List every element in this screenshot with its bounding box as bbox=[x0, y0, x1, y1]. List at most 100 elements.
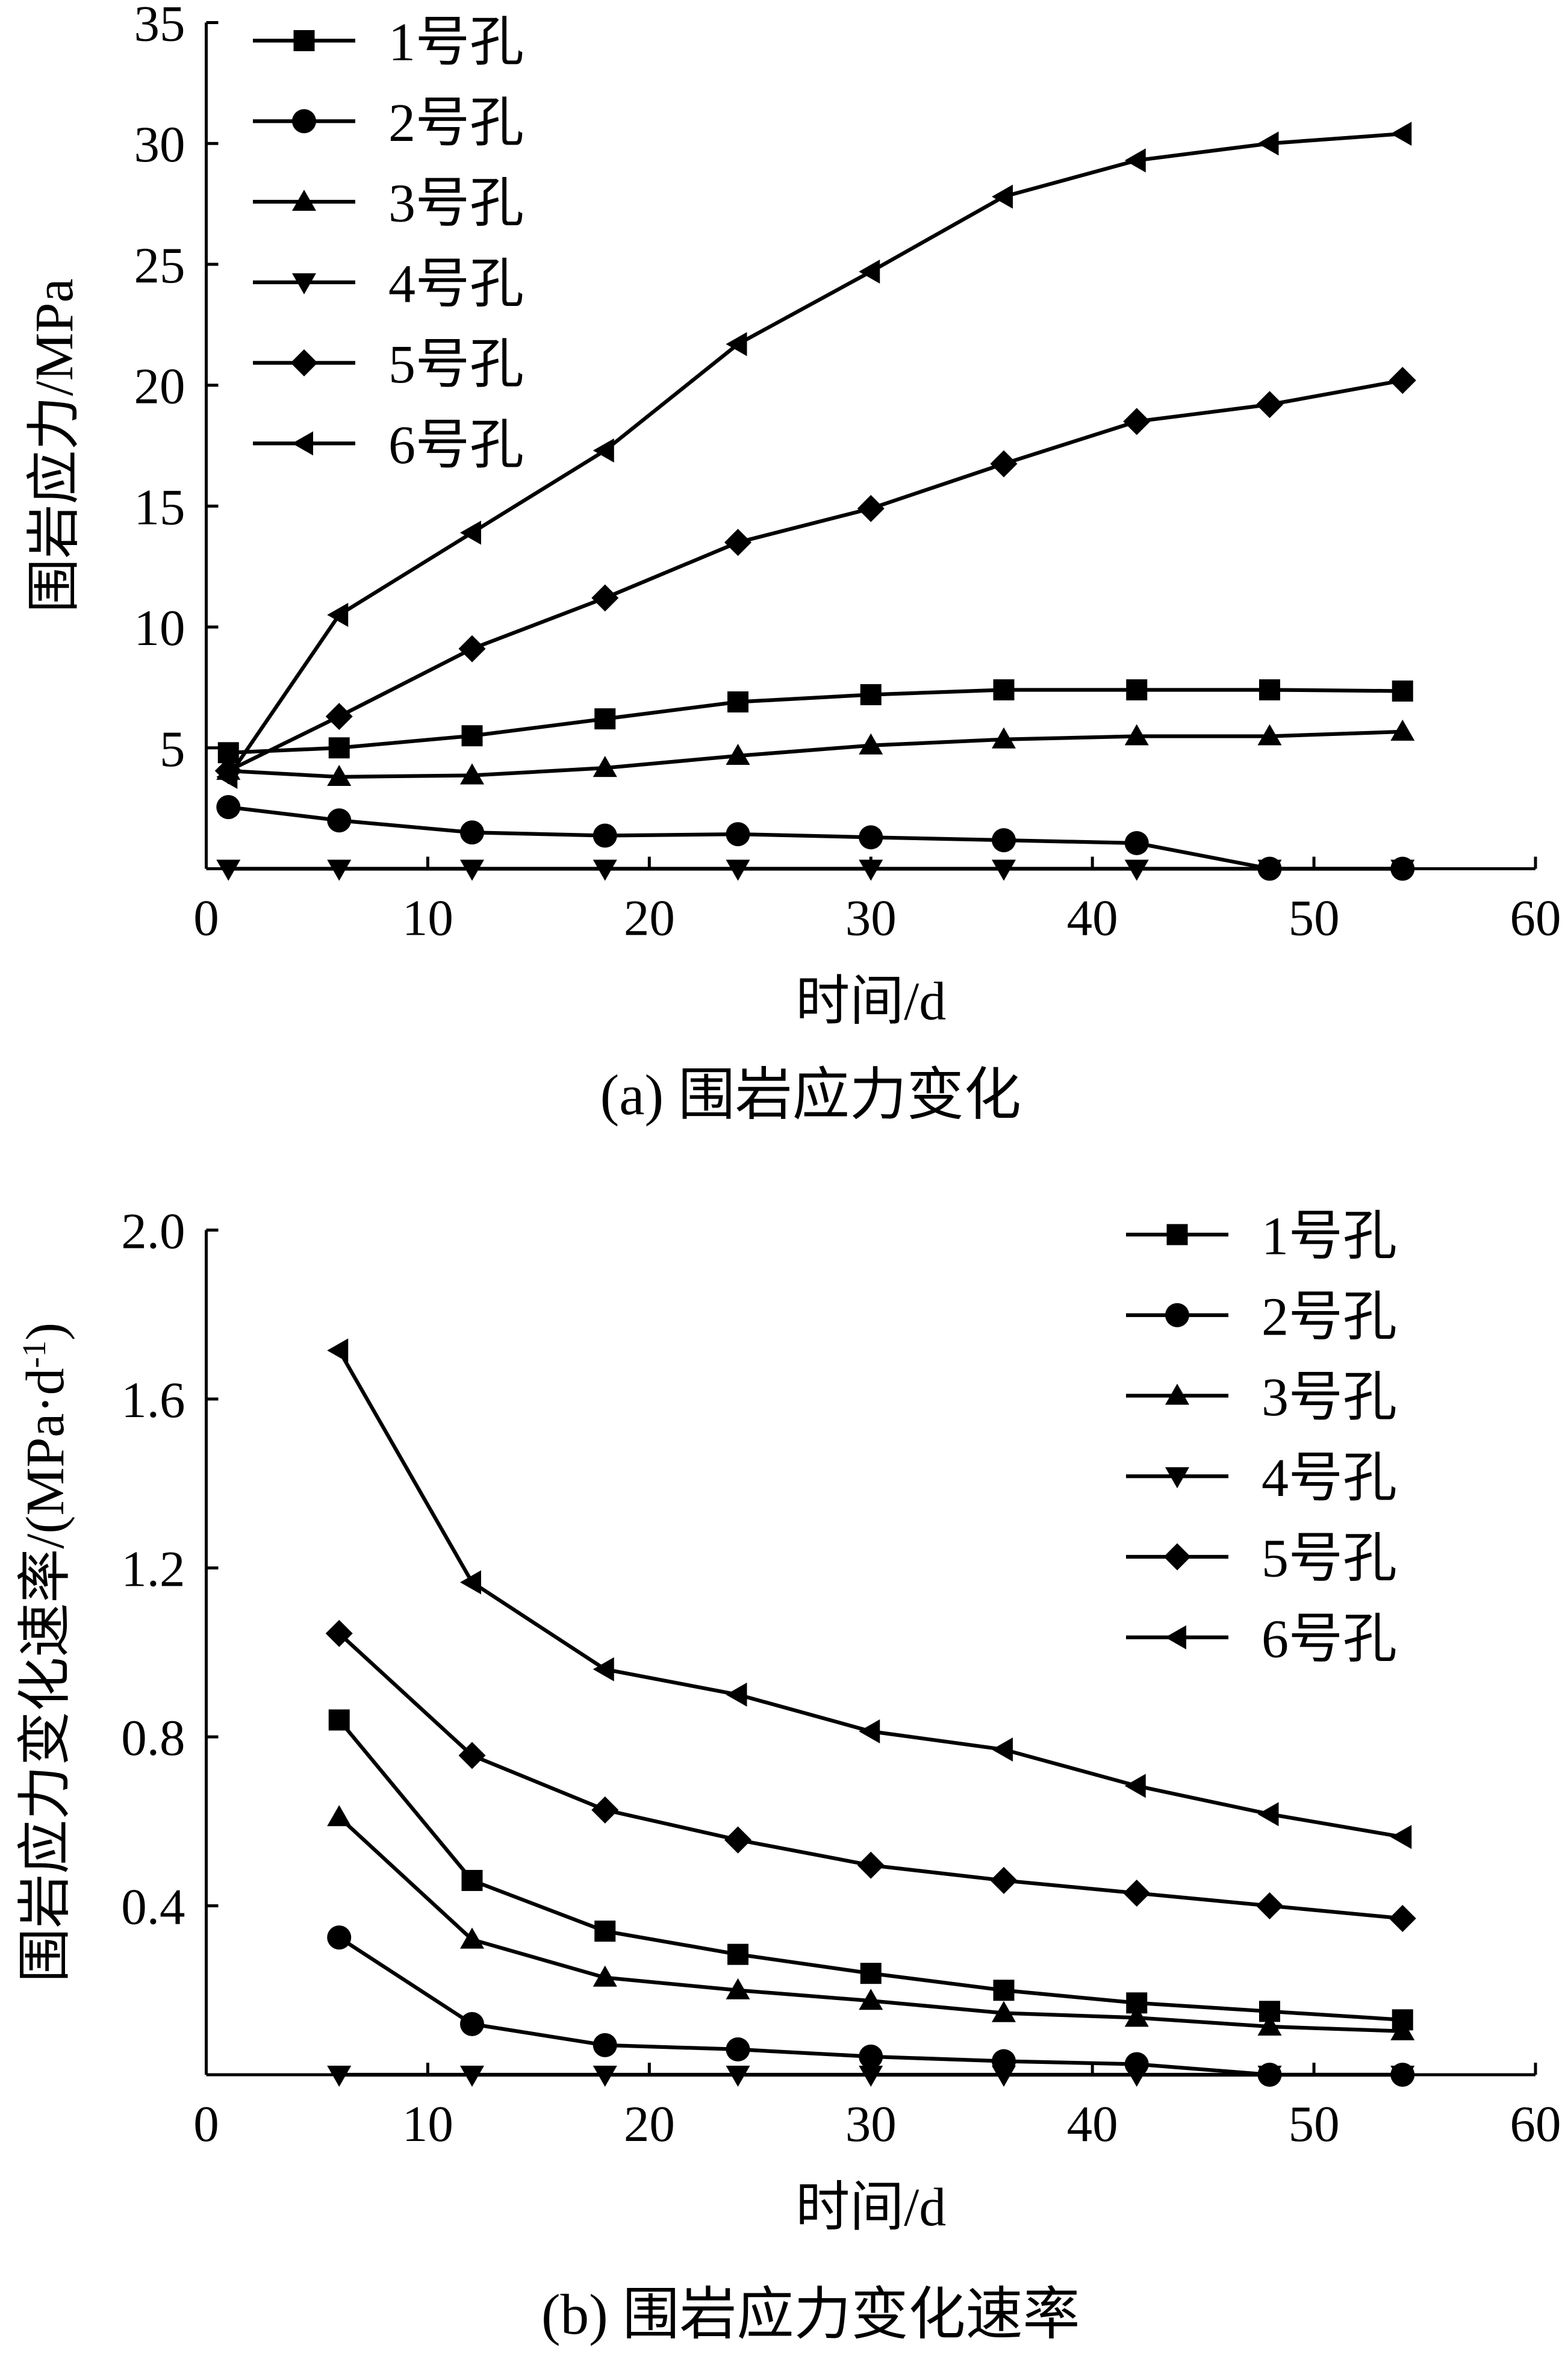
data-point bbox=[992, 184, 1013, 209]
data-point bbox=[327, 1925, 352, 1950]
data-point bbox=[593, 2033, 617, 2057]
data-point bbox=[591, 1796, 619, 1824]
legend-marker bbox=[292, 190, 317, 211]
data-point bbox=[1257, 1802, 1279, 1827]
data-point bbox=[859, 2044, 883, 2069]
data-point bbox=[1390, 2066, 1415, 2087]
data-point bbox=[460, 2011, 485, 2036]
data-point bbox=[593, 2066, 617, 2087]
data-point bbox=[724, 529, 752, 556]
legend-entry: 5号孔 bbox=[253, 335, 524, 394]
series-line bbox=[228, 688, 1403, 755]
x-tick-label: 0 bbox=[193, 890, 219, 947]
legend-marker bbox=[292, 109, 317, 134]
data-point bbox=[727, 1943, 749, 1965]
x-tick-label: 20 bbox=[624, 890, 675, 947]
legend-label: 4号孔 bbox=[388, 254, 524, 314]
legend-entry: 5号孔 bbox=[1126, 1529, 1397, 1589]
data-point bbox=[1126, 679, 1148, 700]
legend-entry: 6号孔 bbox=[253, 416, 524, 475]
legend-marker bbox=[1165, 1467, 1189, 1489]
x-tick-label: 10 bbox=[402, 890, 453, 947]
data-point bbox=[593, 1657, 614, 1681]
data-point bbox=[859, 1719, 880, 1743]
data-point bbox=[990, 450, 1018, 478]
data-point bbox=[216, 859, 241, 881]
chart-b-stress-rate: 0 10 20 30 40 50 60 0.4 0.8 1.2 1.6 2.0 时间/d 围岩应力变化速率… bbox=[16, 1203, 1561, 2346]
y-tick-label: 2.0 bbox=[121, 1203, 185, 1259]
series-6 bbox=[216, 122, 1412, 789]
legend-entry: 3号孔 bbox=[1126, 1368, 1397, 1427]
data-point bbox=[1256, 391, 1283, 419]
y-tick-label: 0.4 bbox=[121, 1879, 185, 1936]
data-point bbox=[458, 1742, 486, 1769]
data-point bbox=[726, 2037, 750, 2061]
legend-entry: 2号孔 bbox=[253, 93, 524, 153]
data-point bbox=[461, 725, 483, 747]
data-point bbox=[992, 828, 1016, 853]
data-point bbox=[1390, 1825, 1412, 1849]
legend-marker bbox=[1165, 1303, 1189, 1327]
x-tick-label: 30 bbox=[845, 890, 897, 947]
data-point bbox=[1124, 2005, 1149, 2027]
data-point bbox=[990, 1866, 1018, 1894]
data-point bbox=[460, 520, 482, 545]
data-point bbox=[1124, 1774, 1146, 1798]
data-point bbox=[1390, 2019, 1415, 2040]
data-point bbox=[859, 733, 883, 755]
legend-entry: 2号孔 bbox=[1126, 1287, 1397, 1347]
y-axis-label-main: 围岩应力变化速率/(MPa·d bbox=[16, 1368, 75, 1983]
data-point bbox=[859, 1989, 883, 2010]
data-point bbox=[1123, 1879, 1151, 1907]
y-axis-label-main: 围岩应力/MPa bbox=[25, 278, 84, 612]
y-axis-label: 围岩应力变化速率/(MPa·d-1) bbox=[16, 1323, 75, 1983]
data-point bbox=[328, 1709, 350, 1731]
legend-label: 3号孔 bbox=[388, 174, 524, 234]
x-tick-label: 30 bbox=[845, 2096, 897, 2152]
legend-marker bbox=[1165, 1625, 1186, 1650]
y-tick-label: 30 bbox=[134, 116, 185, 173]
data-point bbox=[726, 744, 750, 765]
data-point bbox=[460, 820, 485, 845]
legend-label: 6号孔 bbox=[388, 416, 524, 475]
data-point bbox=[1257, 859, 1282, 881]
data-point bbox=[460, 2066, 485, 2087]
data-point bbox=[859, 825, 883, 850]
data-point bbox=[325, 1619, 353, 1647]
x-tick-label: 40 bbox=[1067, 890, 1118, 947]
data-point bbox=[992, 859, 1016, 881]
data-point bbox=[325, 703, 353, 731]
legend-marker bbox=[292, 273, 317, 294]
data-point bbox=[1124, 148, 1146, 173]
data-point bbox=[593, 859, 617, 881]
data-point bbox=[724, 1826, 752, 1854]
series-5 bbox=[325, 1619, 1416, 1933]
data-point bbox=[726, 1978, 750, 1999]
data-point bbox=[1257, 724, 1282, 746]
data-point bbox=[327, 2066, 352, 2087]
legend-entry: 3号孔 bbox=[253, 174, 524, 234]
y-tick-label: 1.6 bbox=[121, 1372, 185, 1429]
data-point bbox=[992, 727, 1016, 749]
data-point bbox=[1124, 830, 1149, 855]
data-point bbox=[859, 259, 880, 284]
data-point bbox=[993, 679, 1015, 700]
data-point bbox=[327, 808, 352, 833]
y-tick-label: 20 bbox=[134, 358, 185, 415]
legend-entry: 4号孔 bbox=[253, 254, 524, 314]
legend-entry: 1号孔 bbox=[1126, 1207, 1397, 1267]
legend-label: 5号孔 bbox=[388, 335, 524, 394]
y-tick-label: 5 bbox=[160, 721, 185, 777]
data-point bbox=[857, 494, 885, 522]
data-point bbox=[1389, 1905, 1416, 1933]
series-line bbox=[227, 378, 1403, 773]
data-point bbox=[593, 438, 614, 463]
data-point bbox=[1257, 131, 1279, 156]
data-point bbox=[992, 2001, 1016, 2022]
data-point bbox=[726, 332, 747, 357]
data-point bbox=[1392, 680, 1413, 702]
y-tick-label: 15 bbox=[134, 479, 185, 535]
y-axis-label: 围岩应力/MPa bbox=[25, 278, 84, 612]
y-tick-label: 1.2 bbox=[121, 1541, 185, 1598]
data-point bbox=[859, 2066, 883, 2087]
